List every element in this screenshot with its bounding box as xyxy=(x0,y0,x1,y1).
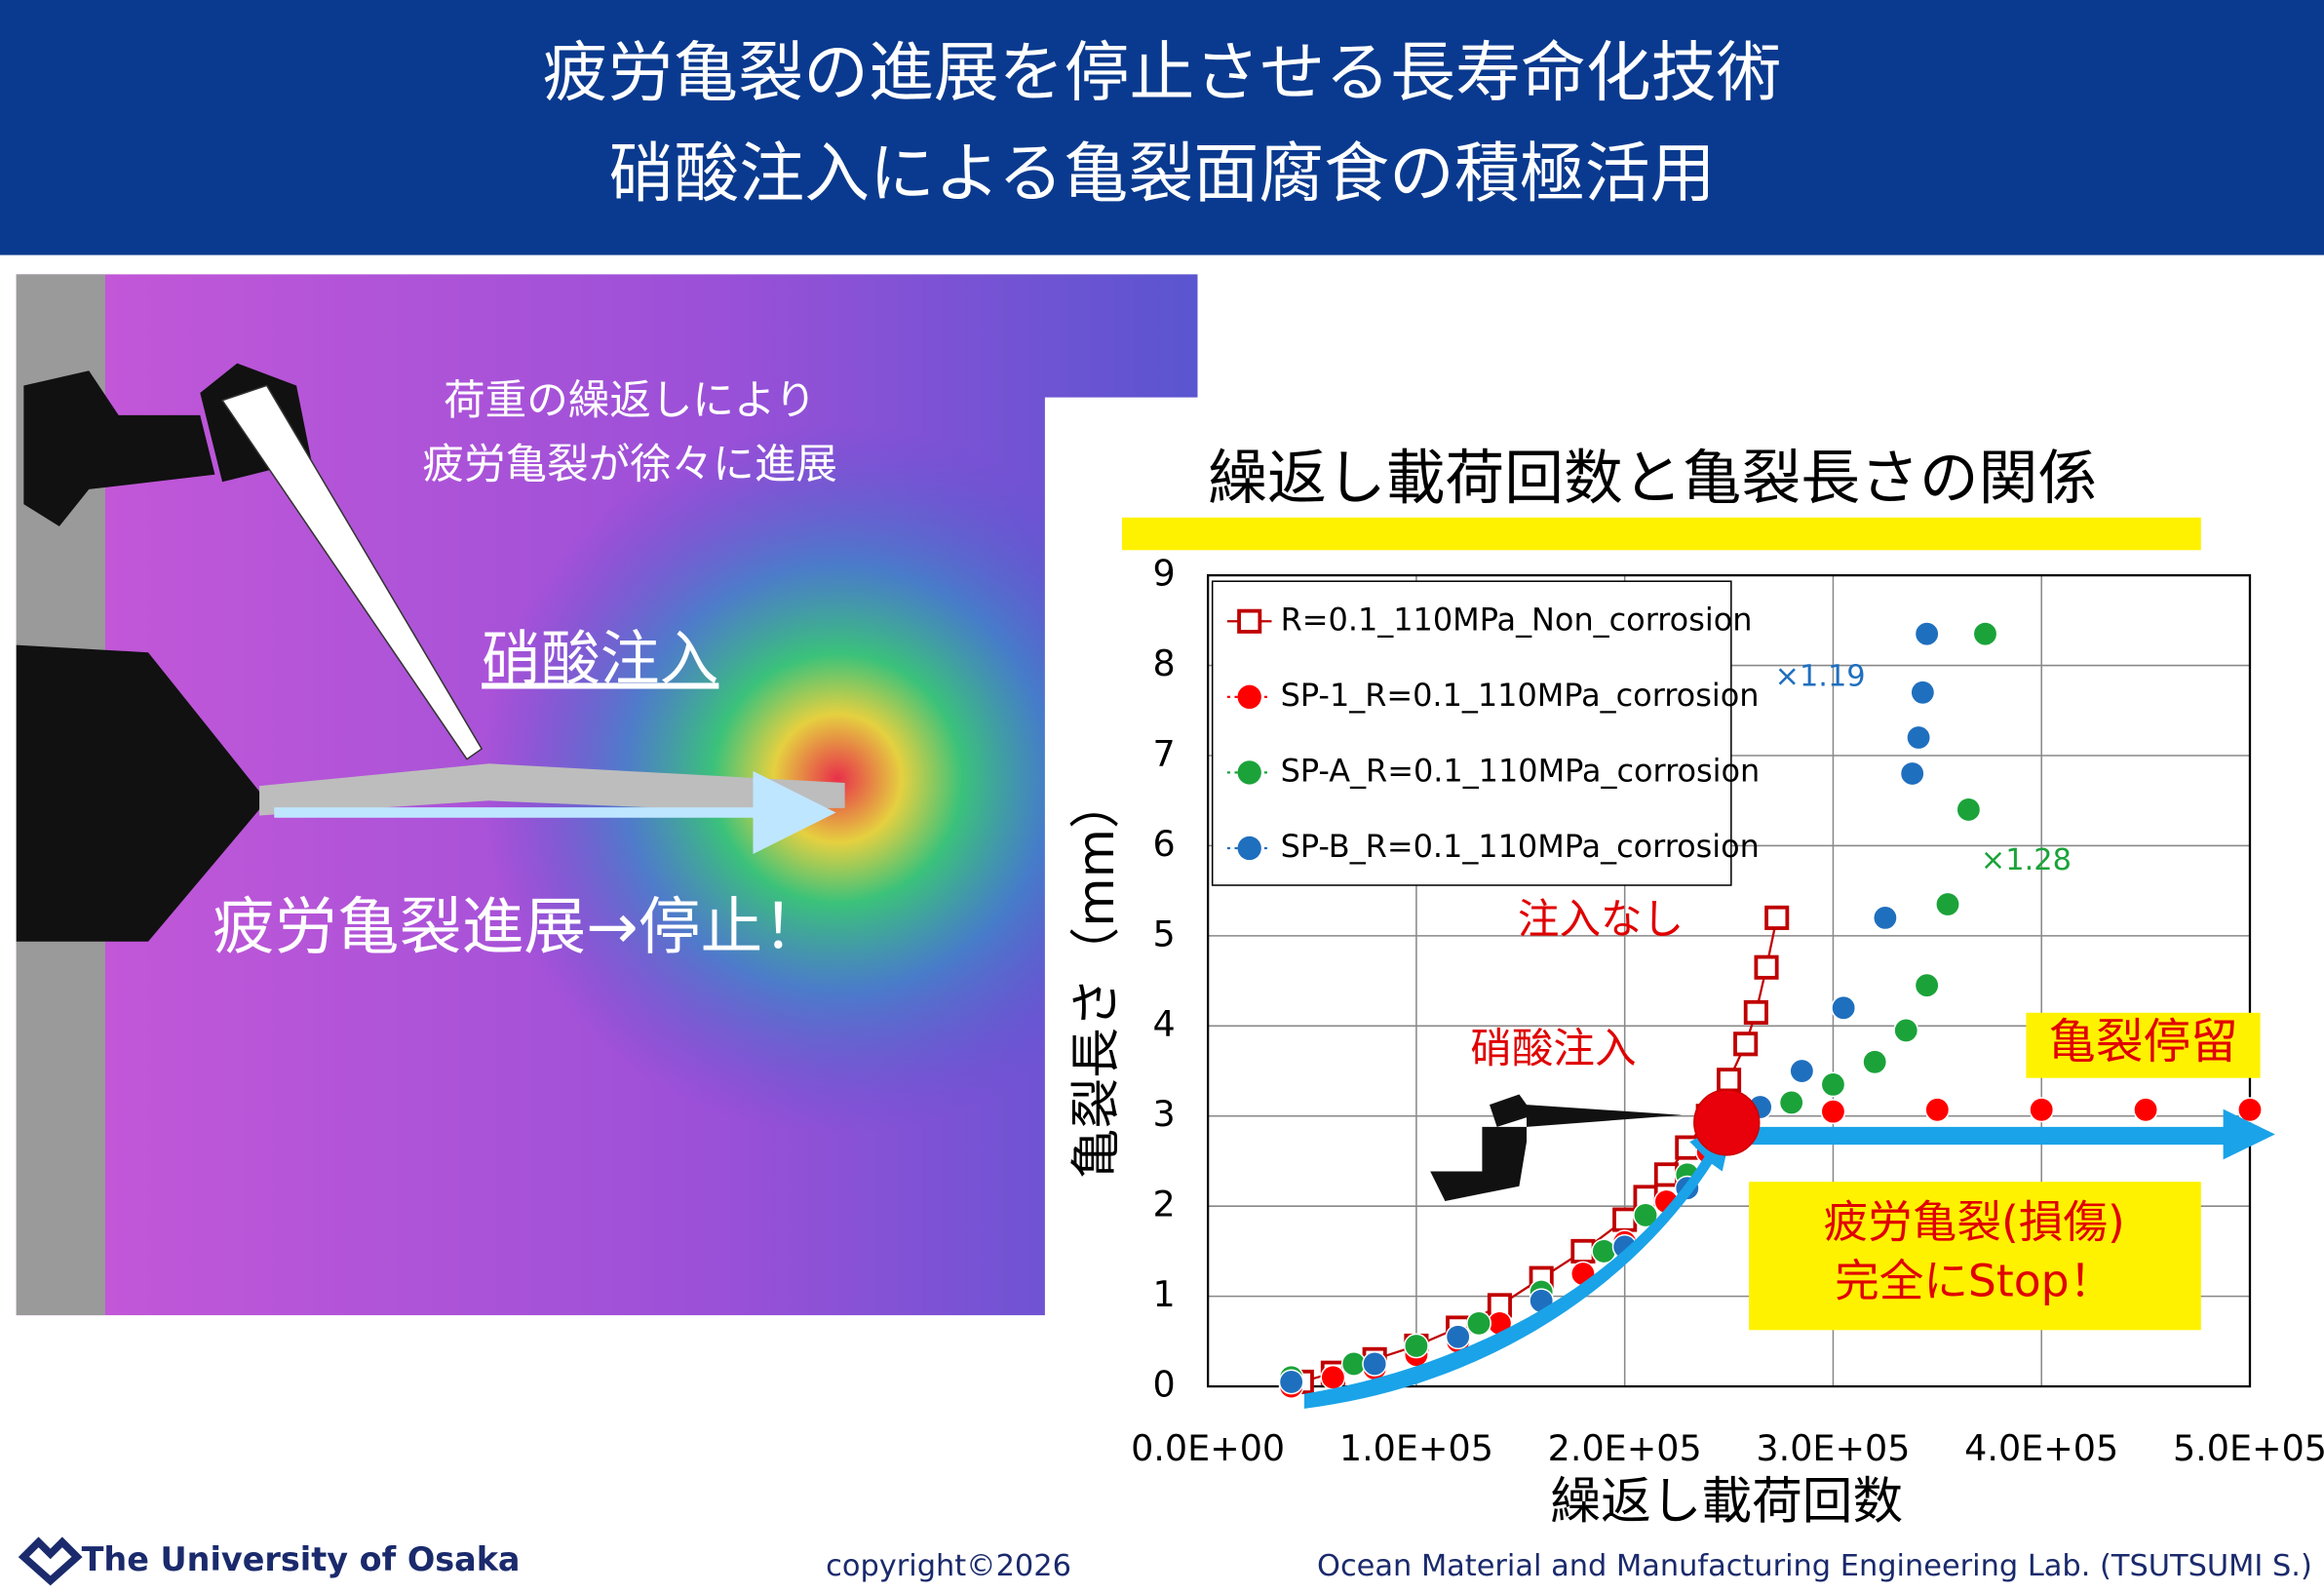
data-point xyxy=(1935,891,1960,917)
arrow xyxy=(1733,1108,2275,1160)
y-tick-label: 4 xyxy=(1152,1003,1175,1045)
x-tick-label: 1.0E+05 xyxy=(1339,1427,1493,1469)
legend-label: SP-A_R=0.1_110MPa_corrosion xyxy=(1281,752,1761,789)
data-point xyxy=(1820,1099,1846,1125)
copyright: copyright©2026 xyxy=(826,1549,1071,1583)
university-logo xyxy=(18,1536,83,1586)
data-point xyxy=(1914,621,1940,647)
title-line: 疲労亀裂の進展を停止させる長寿命化技術 xyxy=(543,35,1782,111)
plot-border xyxy=(1206,573,2252,1388)
annotation: ×1.28 xyxy=(1981,843,2072,877)
y-tick-label: 8 xyxy=(1152,642,1175,684)
legend-marker xyxy=(1237,608,1262,634)
university-name: The University of Osaka xyxy=(82,1540,521,1578)
data-point xyxy=(1893,1018,1919,1043)
injection-point xyxy=(1693,1089,1761,1156)
chart-title: 繰返し載荷回数と亀裂長さの関係 xyxy=(1208,445,2097,513)
photo-caption: 疲労亀裂が徐々に進展 xyxy=(422,441,837,489)
y-tick-label: 7 xyxy=(1152,732,1175,774)
legend-marker xyxy=(1237,684,1261,710)
legend-box xyxy=(1211,580,1732,886)
data-point xyxy=(1789,1058,1815,1084)
data-point xyxy=(1653,1162,1679,1187)
y-tick-label: 6 xyxy=(1152,823,1175,865)
y-tick-label: 0 xyxy=(1152,1364,1175,1406)
photo xyxy=(16,274,1198,1316)
photo-label: 疲労亀裂進展→停止！ xyxy=(213,892,825,964)
data-point xyxy=(1466,1310,1491,1337)
annotation: 硝酸注入 xyxy=(1470,1025,1636,1073)
data-point xyxy=(2237,1097,2263,1123)
annotation: ×1.19 xyxy=(1774,660,1865,694)
photo-label: 硝酸注入 xyxy=(482,625,718,693)
legend-label: SP-B_R=0.1_110MPa_corrosion xyxy=(1281,828,1760,865)
data-point xyxy=(1820,1071,1846,1098)
data-point xyxy=(1872,905,1898,931)
data-point xyxy=(1591,1238,1617,1264)
title-highlight xyxy=(1121,517,2201,551)
data-point xyxy=(1831,994,1857,1021)
x-tick-label: 4.0E+05 xyxy=(1964,1427,2118,1469)
data-point xyxy=(1743,999,1768,1025)
y-tick-label: 5 xyxy=(1152,913,1175,954)
data-point xyxy=(1733,1031,1759,1057)
title-line: 硝酸注入による亀裂面腐食の積極活用 xyxy=(609,136,1716,212)
lab-name: Ocean Material and Manufacturing Enginee… xyxy=(1317,1549,2312,1583)
plot: 0 1 2 3 4 5 6 7 8 9 0.0E+00 1.0E+05 2.0E+05 3.0E+05 4.… xyxy=(1131,553,2324,1469)
data-point xyxy=(1956,797,1982,823)
data-point xyxy=(1764,905,1790,930)
header-bar xyxy=(0,0,2324,255)
callout-box xyxy=(1749,1182,2201,1331)
data-point xyxy=(1754,954,1779,980)
x-tick-label: 2.0E+05 xyxy=(1548,1427,1702,1469)
data-point xyxy=(1320,1364,1346,1390)
x-tick-label: 5.0E+05 xyxy=(2173,1427,2324,1469)
data-point xyxy=(1403,1333,1429,1359)
data-point xyxy=(1362,1351,1388,1377)
pipette-icon xyxy=(1430,1094,1683,1201)
data-point xyxy=(1445,1324,1471,1350)
data-point xyxy=(1717,1068,1742,1093)
legend-marker xyxy=(1237,836,1261,861)
data-point xyxy=(1972,621,1998,647)
data-point xyxy=(1570,1238,1596,1264)
data-point xyxy=(1862,1049,1888,1075)
data-point xyxy=(2133,1097,2159,1123)
y-tick-label: 2 xyxy=(1152,1184,1175,1225)
legend-label: R=0.1_110MPa_Non_corrosion xyxy=(1281,601,1753,638)
annotation: 亀裂停留 xyxy=(2048,1015,2238,1069)
legend-label: SP-1_R=0.1_110MPa_corrosion xyxy=(1281,677,1760,714)
x-tick-label: 0.0E+00 xyxy=(1131,1427,1285,1469)
data-point xyxy=(1914,972,1940,998)
data-point xyxy=(1633,1202,1658,1228)
y-tick-label: 1 xyxy=(1152,1273,1175,1315)
x-axis-label: 繰返し載荷回数 xyxy=(1550,1473,1903,1532)
legend-marker xyxy=(1237,760,1261,785)
y-tick-label: 3 xyxy=(1152,1093,1175,1135)
data-point xyxy=(1612,1207,1638,1232)
y-axis-label: 亀裂長さ（mm） xyxy=(1067,778,1126,1179)
annotation: 完全にStop！ xyxy=(1835,1256,2113,1307)
data-point xyxy=(1906,724,1932,751)
callout-box xyxy=(2026,1012,2261,1078)
x-tick-label: 3.0E+05 xyxy=(1756,1427,1910,1469)
data-point xyxy=(1910,680,1936,706)
data-point xyxy=(2029,1097,2055,1123)
data-point xyxy=(1899,760,1925,787)
y-tick-label: 9 xyxy=(1152,553,1175,595)
data-point xyxy=(1924,1097,1951,1123)
data-point xyxy=(1278,1369,1304,1395)
photo-caption: 荷重の繰返しにより xyxy=(444,376,816,425)
annotation: 注入なし xyxy=(1518,896,1684,945)
data-point xyxy=(1778,1089,1804,1115)
annotation: 疲労亀裂(損傷) xyxy=(1824,1196,2125,1248)
